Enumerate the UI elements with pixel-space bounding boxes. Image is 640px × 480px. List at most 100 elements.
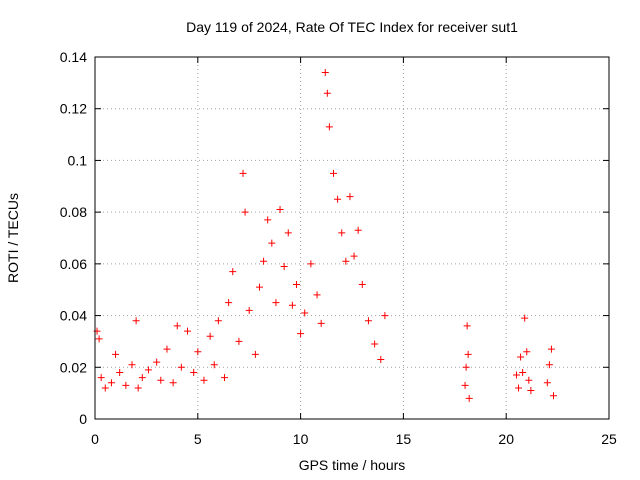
data-point (268, 239, 276, 247)
data-point (163, 345, 171, 353)
data-point (241, 208, 249, 216)
y-tick-label: 0.14 (60, 49, 87, 65)
data-point (272, 299, 280, 307)
data-point (229, 268, 237, 276)
data-point (239, 169, 247, 177)
data-point (527, 387, 535, 395)
y-tick-labels: 0 0.02 0.04 0.06 0.08 0.1 0.12 0.14 (60, 49, 87, 427)
y-tick-label: 0.12 (60, 101, 87, 117)
data-point (354, 226, 362, 234)
data-point (317, 319, 325, 327)
data-point (350, 252, 358, 260)
data-point (116, 368, 124, 376)
data-point (284, 229, 292, 237)
data-point (297, 330, 305, 338)
data-point (338, 229, 346, 237)
data-point (381, 312, 389, 320)
x-tick-label: 25 (601, 431, 617, 447)
data-point (358, 281, 366, 289)
data-point (307, 260, 315, 268)
data-point (346, 193, 354, 201)
data-point (521, 314, 529, 322)
data-point (169, 379, 177, 387)
data-point (342, 257, 350, 265)
data-point (132, 317, 140, 325)
data-point (235, 337, 243, 345)
data-point (190, 368, 198, 376)
data-point (144, 366, 152, 374)
y-tick-label: 0.02 (60, 359, 87, 375)
data-point (464, 350, 472, 358)
data-point (280, 262, 288, 270)
data-point (138, 374, 146, 382)
data-point (377, 356, 385, 364)
data-point (323, 89, 331, 97)
data-point (173, 322, 181, 330)
data-point (221, 374, 229, 382)
data-point (519, 368, 527, 376)
data-point (214, 317, 222, 325)
x-tick-label: 20 (498, 431, 514, 447)
data-point (517, 353, 525, 361)
data-point (292, 281, 300, 289)
data-point (515, 384, 523, 392)
y-tick-label: 0.1 (68, 152, 88, 168)
data-point (461, 381, 469, 389)
plot-area (95, 57, 609, 419)
data-point (225, 299, 233, 307)
data-point (153, 358, 161, 366)
data-point (210, 361, 218, 369)
y-tick-label: 0.04 (60, 308, 87, 324)
data-point (545, 361, 553, 369)
data-point (301, 309, 309, 317)
y-axis-label: ROTI / TECUs (5, 193, 21, 283)
data-point (200, 376, 208, 384)
data-series-points (93, 69, 557, 402)
data-point (525, 376, 533, 384)
data-point (462, 363, 470, 371)
data-point (184, 327, 192, 335)
grid-lines (95, 57, 609, 419)
data-point (194, 348, 202, 356)
data-point (463, 322, 471, 330)
data-point (122, 381, 130, 389)
data-point (251, 350, 259, 358)
x-tick-labels: 0 5 10 15 20 25 (91, 431, 617, 447)
data-point (245, 306, 253, 314)
y-tick-label: 0.06 (60, 256, 87, 272)
data-point (134, 384, 142, 392)
data-point (523, 348, 531, 356)
y-tick-label: 0 (79, 411, 87, 427)
data-point (95, 335, 103, 343)
data-point (255, 283, 263, 291)
data-point (101, 384, 109, 392)
data-point (177, 363, 185, 371)
data-point (288, 301, 296, 309)
data-point (264, 216, 272, 224)
data-point (97, 374, 105, 382)
x-axis-label: GPS time / hours (299, 457, 406, 473)
data-point (321, 69, 329, 77)
x-tick-label: 0 (91, 431, 99, 447)
data-point (107, 379, 115, 387)
data-point (371, 340, 379, 348)
data-point (543, 379, 551, 387)
data-point (276, 206, 284, 214)
data-point (364, 317, 372, 325)
data-point (334, 195, 342, 203)
axis-ticks (94, 56, 610, 420)
x-tick-label: 5 (194, 431, 202, 447)
data-point (465, 394, 473, 402)
data-point (157, 376, 165, 384)
data-point (325, 123, 333, 131)
plot-frame (94, 56, 610, 420)
data-point (112, 350, 120, 358)
y-tick-label: 0.08 (60, 204, 87, 220)
data-point (329, 169, 337, 177)
data-point (260, 257, 268, 265)
data-point (547, 345, 555, 353)
chart-title: Day 119 of 2024, Rate Of TEC Index for r… (186, 19, 518, 35)
data-point (512, 371, 520, 379)
data-point (128, 361, 136, 369)
